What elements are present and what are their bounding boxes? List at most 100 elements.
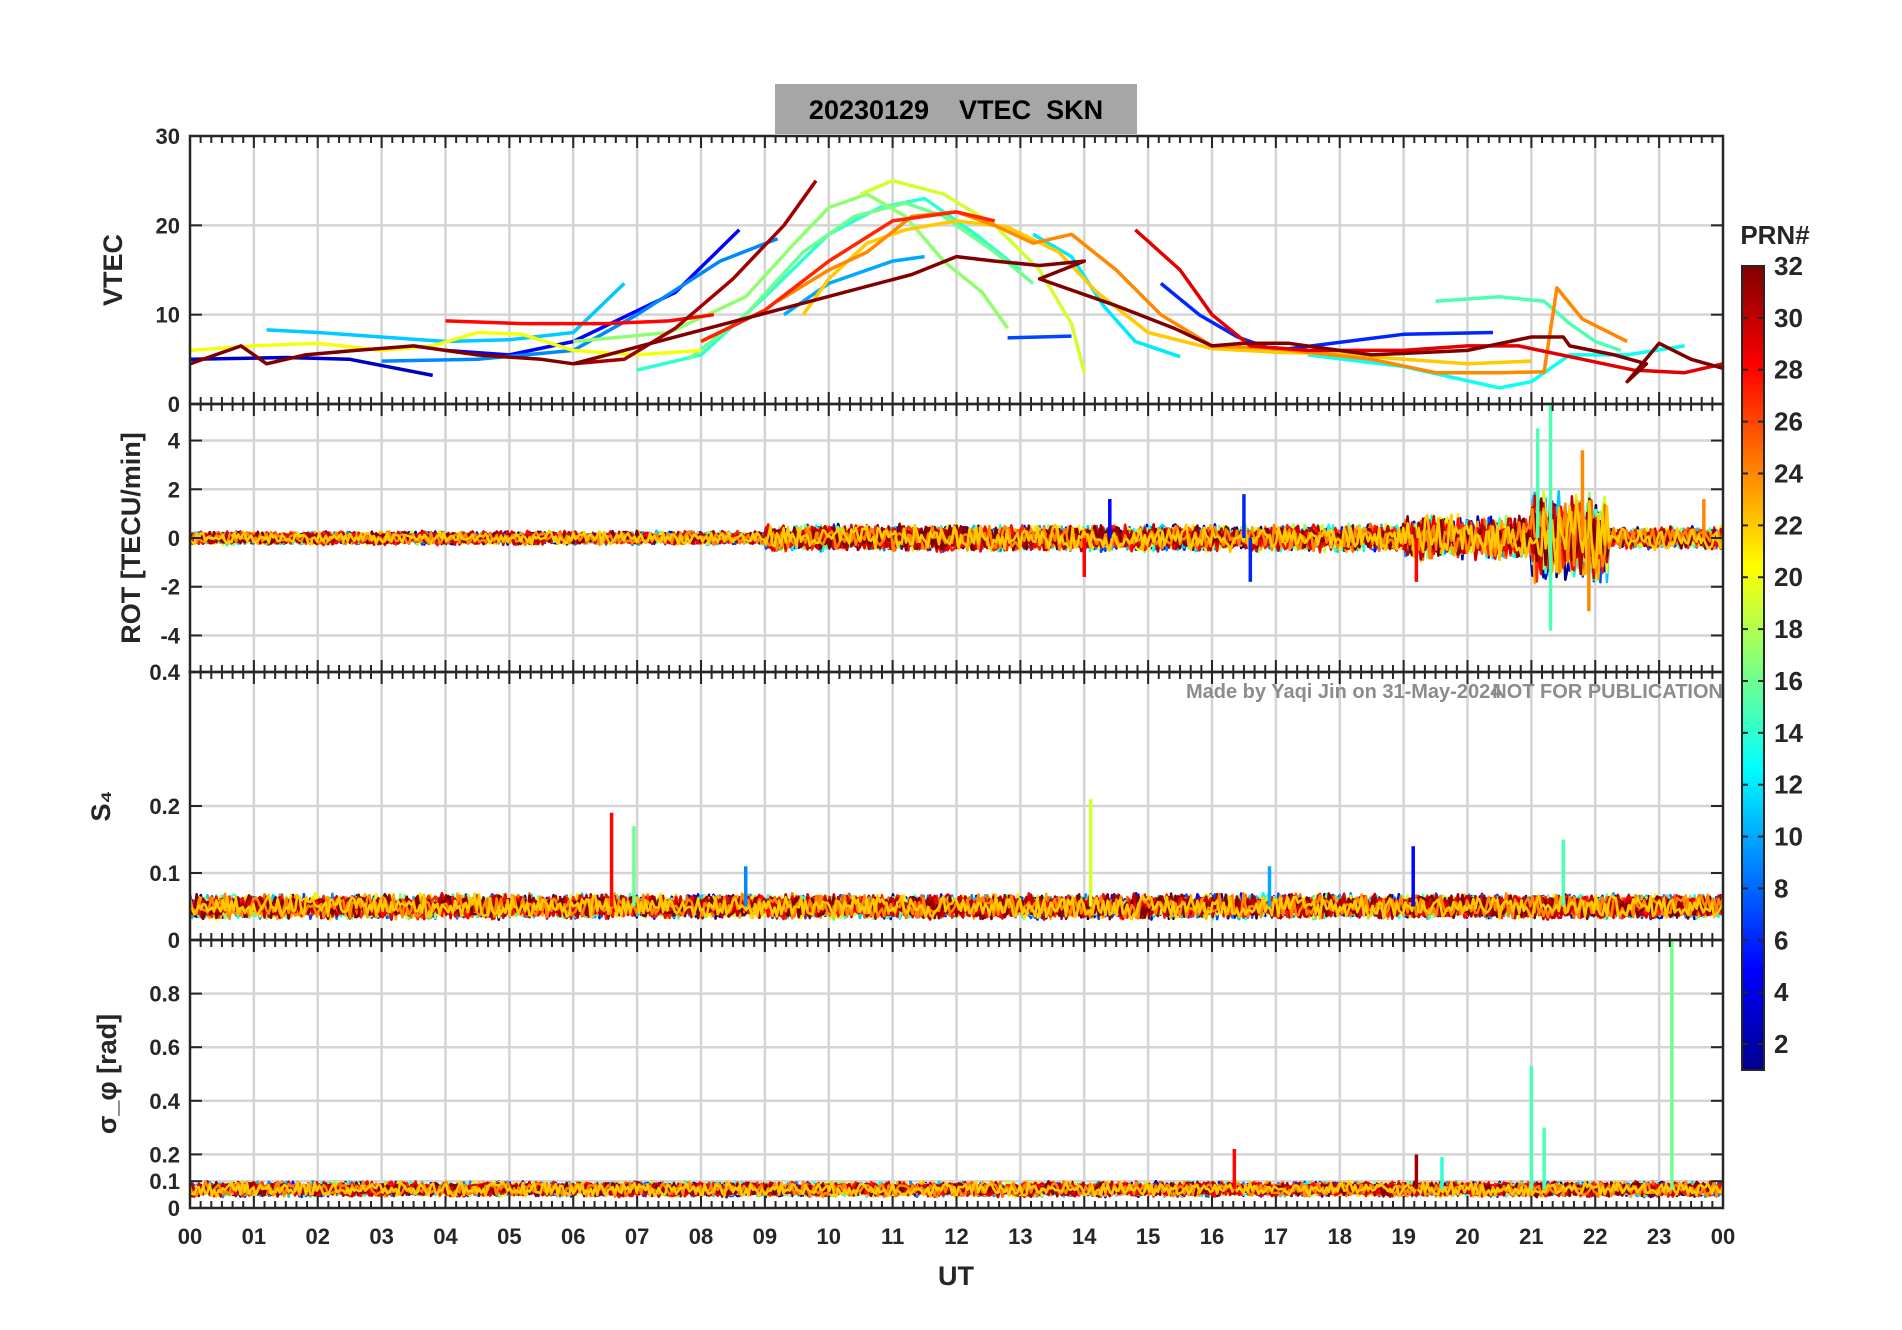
x-tick-label: 11 <box>881 1224 904 1249</box>
x-tick-label: 03 <box>369 1224 393 1249</box>
colorbar-tick-label: 20 <box>1774 562 1803 592</box>
x-tick-label: 21 <box>1519 1224 1543 1249</box>
series-prn-29 <box>1134 228 1723 375</box>
colorbar-tick-label: 6 <box>1774 925 1788 955</box>
panel-s4: 0 0.1 0.2 0.4 S₄ <box>86 660 1725 953</box>
x-tick-label: 07 <box>625 1224 649 1249</box>
x-axis-label: UT <box>938 1261 974 1291</box>
y-tick-label: 0 <box>168 928 180 953</box>
y-tick-label: 0.6 <box>149 1035 180 1060</box>
y-tick-label: 0.4 <box>149 660 180 685</box>
series-prn-12 <box>1032 232 1181 359</box>
x-tick-label: 18 <box>1328 1224 1352 1249</box>
series-prn-32 <box>190 254 1723 384</box>
x-tick-label: 19 <box>1391 1224 1415 1249</box>
x-ticks-rot <box>189 404 1724 672</box>
colorbar-tick-label: 8 <box>1774 873 1788 903</box>
colorbar-tick-label: 4 <box>1774 977 1789 1007</box>
x-tick-label: 14 <box>1072 1224 1097 1249</box>
colorbar-tick-label: 18 <box>1774 614 1803 644</box>
series-prn-20 <box>190 330 702 357</box>
y-axis-label-rot: ROT [TECU/min] <box>116 432 146 643</box>
colorbar-tick-label: 24 <box>1774 458 1803 488</box>
grid-s4 <box>190 672 1723 940</box>
x-tick-label: 04 <box>433 1224 458 1249</box>
y-tick-label: -4 <box>160 623 180 648</box>
y-tick-label: 30 <box>156 124 180 149</box>
y-tick-label: 20 <box>156 213 180 238</box>
series-prn-15 <box>1435 295 1622 353</box>
colorbar-tick-label: 30 <box>1774 303 1803 333</box>
x-tick-label: 10 <box>817 1224 841 1249</box>
y-axis-label-sigma_phi: σ_φ [rad] <box>92 1014 122 1134</box>
x-tick-label: 00 <box>178 1224 202 1249</box>
series-prn-7 <box>1007 334 1072 340</box>
data-s4 <box>190 799 1723 921</box>
colorbar-tick-label: 10 <box>1774 822 1803 852</box>
x-ticks-sigma_phi <box>189 940 1724 1208</box>
series-prn-24 <box>776 210 1628 375</box>
colorbar-tick-label: 2 <box>1774 1029 1788 1059</box>
x-tick-labels: 00 01 02 03 04 05 06 07 08 09 10 11 12 13 14 15 16 17 18 19… <box>178 1224 1735 1249</box>
colorbar-gradient <box>1741 265 1765 1071</box>
series-prn-22 <box>190 1180 1723 1198</box>
y-tick-label: 0.1 <box>149 861 180 886</box>
y-tick-label: 2 <box>168 477 180 502</box>
series-prn-16 <box>687 201 1035 361</box>
y-tick-label: 0.2 <box>149 1142 180 1167</box>
x-tick-label: 08 <box>689 1224 713 1249</box>
colorbar-tick-label: 22 <box>1774 510 1803 540</box>
x-tick-label: 00 <box>1711 1224 1735 1249</box>
series-prn-14 <box>636 196 1022 372</box>
colorbar-tick-label: 28 <box>1774 355 1803 385</box>
colorbar-tick-label: 26 <box>1774 407 1803 437</box>
y-tick-label: -2 <box>160 575 180 600</box>
series-prn-31 <box>573 179 818 366</box>
y-tick-label: 0 <box>168 1196 180 1221</box>
series-prn-22 <box>190 499 1723 575</box>
series-prn-6 <box>1159 282 1494 353</box>
x-tick-label: 23 <box>1647 1224 1671 1249</box>
colorbar-label: PRN# <box>1740 220 1810 250</box>
y-tick-label: 10 <box>156 303 180 328</box>
chart-title: 20230129 VTEC SKN <box>809 95 1103 125</box>
colorbar-tick-label: 16 <box>1774 666 1803 696</box>
x-tick-label: 13 <box>1008 1224 1032 1249</box>
series-prn-10 <box>782 254 925 317</box>
panel-sigma_phi: 00.10.2 0.4 0.6 0.8 σ_φ [rad] <box>92 938 1725 1221</box>
y-tick-label: 0.2 <box>149 794 180 819</box>
colorbar-tick-label: 14 <box>1774 718 1803 748</box>
title-box: 20230129 VTEC SKN <box>775 84 1137 134</box>
grid-sigma_phi <box>190 940 1723 1208</box>
x-tick-label: 06 <box>561 1224 585 1249</box>
x-tick-label: 16 <box>1200 1224 1224 1249</box>
series-prn-22 <box>801 219 1532 366</box>
series-prn-28 <box>445 312 715 326</box>
x-tick-label: 20 <box>1455 1224 1479 1249</box>
data-rot <box>190 404 1723 631</box>
x-tick-label: 01 <box>242 1224 266 1249</box>
data-sigma_phi <box>190 940 1723 1199</box>
series-prn-5 <box>445 228 741 357</box>
y-tick-label: 0.4 <box>149 1089 180 1114</box>
panel-rot: -4 -2 0 2 4 ROT [TECU/min] <box>116 402 1725 674</box>
colorbar-tick-label: 32 <box>1774 251 1803 281</box>
x-tick-label: 05 <box>497 1224 521 1249</box>
x-tick-label: 02 <box>306 1224 330 1249</box>
y-tick-label: 0.1 <box>149 1169 180 1194</box>
colorbar-tick-label: 12 <box>1774 770 1803 800</box>
y-tick-label: 4 <box>168 429 181 454</box>
series-prn-3 <box>190 355 434 378</box>
watermark: Made by Yaqi Jin on 31-May-2024 NOT FOR … <box>1186 681 1723 703</box>
x-tick-label: 17 <box>1264 1224 1288 1249</box>
data-vtec <box>190 178 1723 390</box>
y-tick-label: 0 <box>168 392 180 417</box>
y-tick-label: 0 <box>168 526 180 551</box>
watermark-right: NOT FOR PUBLICATION <box>1492 681 1723 703</box>
x-tick-label: 12 <box>944 1224 968 1249</box>
x-tick-label: 22 <box>1583 1224 1607 1249</box>
y-axis-label-s4: S₄ <box>86 791 116 822</box>
series-prn-32 <box>190 892 1723 921</box>
